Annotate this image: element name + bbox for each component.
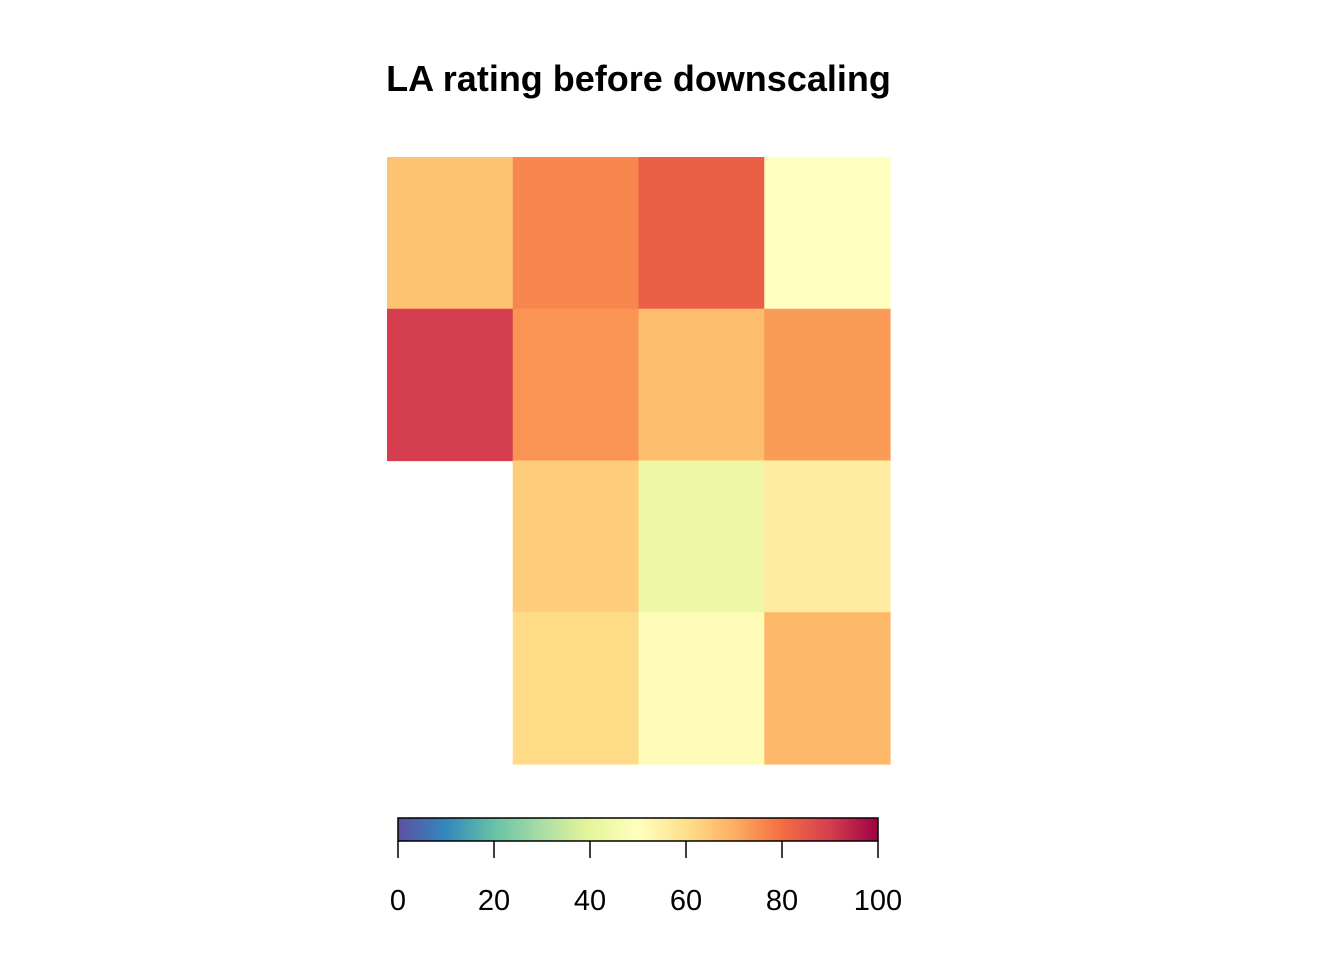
heatmap-cell-r1-c3 xyxy=(638,157,765,310)
heatmap-cell-r1-c1 xyxy=(387,157,514,310)
colorbar-tick-label: 60 xyxy=(670,885,702,917)
chart-title: LA rating before downscaling xyxy=(386,58,891,99)
colorbar-bar xyxy=(397,817,879,842)
colorbar-tick-label: 0 xyxy=(390,885,406,917)
heatmap-cells xyxy=(387,157,891,765)
heatmap-cell-r1-c2 xyxy=(512,157,640,310)
heatmap-cell-r2-c2 xyxy=(512,308,640,462)
colorbar-tick-label: 100 xyxy=(854,885,902,917)
heatmap-cell-r4-c2 xyxy=(512,612,640,765)
heatmap-cell-r3-c3 xyxy=(638,460,765,613)
heatmap-cell-r3-c4 xyxy=(764,460,891,613)
colorbar-tick-label: 20 xyxy=(478,885,510,917)
heatmap-cell-r2-c4 xyxy=(764,308,891,462)
colorbar-tick-label: 40 xyxy=(574,885,606,917)
colorbar-ticks: 0 20 40 60 80 100 xyxy=(390,841,902,917)
heatmap-cell-r2-c1 xyxy=(387,308,514,462)
colorbar-tick-label: 80 xyxy=(766,885,798,917)
heatmap-cell-r1-c4 xyxy=(764,157,891,310)
colorbar-legend: 0 20 40 60 80 100 xyxy=(390,817,902,917)
heatmap-cell-r4-c3 xyxy=(638,612,765,765)
heatmap-cell-r4-c4 xyxy=(764,612,891,765)
heatmap-cell-r3-c2 xyxy=(512,460,640,613)
heatmap-cell-r2-c3 xyxy=(638,308,765,462)
